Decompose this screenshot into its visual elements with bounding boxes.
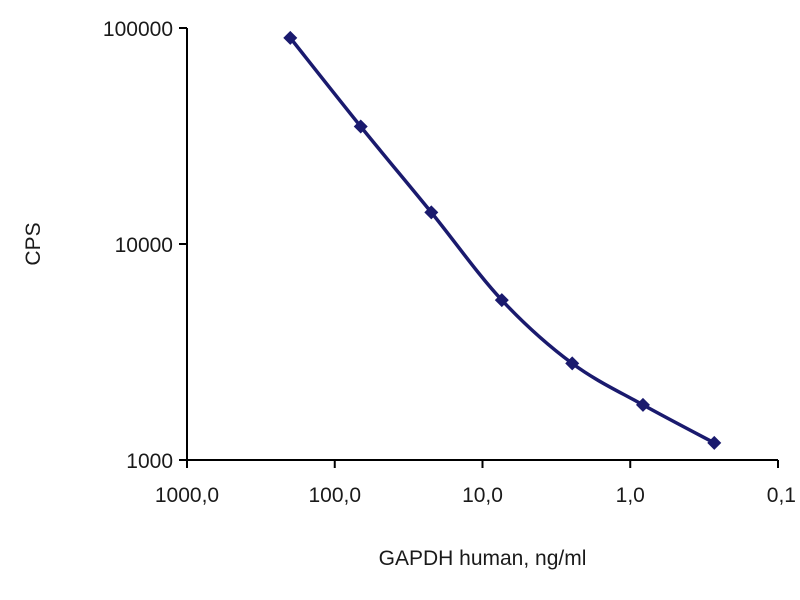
data-point-marker <box>565 356 580 371</box>
data-point-marker <box>707 435 722 450</box>
series-line <box>288 36 717 445</box>
y-tick-label: 100000 <box>103 18 173 41</box>
x-ticks: 1000,0 100,0 10,0 1,0 0,1 <box>155 460 796 507</box>
data-point-marker <box>424 205 439 220</box>
data-point-marker <box>283 30 298 45</box>
x-axis-label: GAPDH human, ng/ml <box>379 547 587 570</box>
data-point-marker <box>353 119 368 134</box>
x-tick-label: 1,0 <box>616 484 645 507</box>
y-axis-label: CPS <box>22 222 45 265</box>
data-point-marker <box>494 293 509 308</box>
y-tick-label: 10000 <box>115 234 173 257</box>
x-tick-label: 1000,0 <box>155 484 219 507</box>
axes <box>186 28 778 461</box>
y-ticks: 100000 10000 1000 <box>103 18 187 473</box>
x-tick-label: 100,0 <box>308 484 361 507</box>
x-tick-label: 0,1 <box>767 484 796 507</box>
data-point-marker <box>635 397 650 412</box>
x-tick-label: 10,0 <box>462 484 503 507</box>
series-layer <box>283 30 722 450</box>
y-tick-label: 1000 <box>126 450 173 473</box>
